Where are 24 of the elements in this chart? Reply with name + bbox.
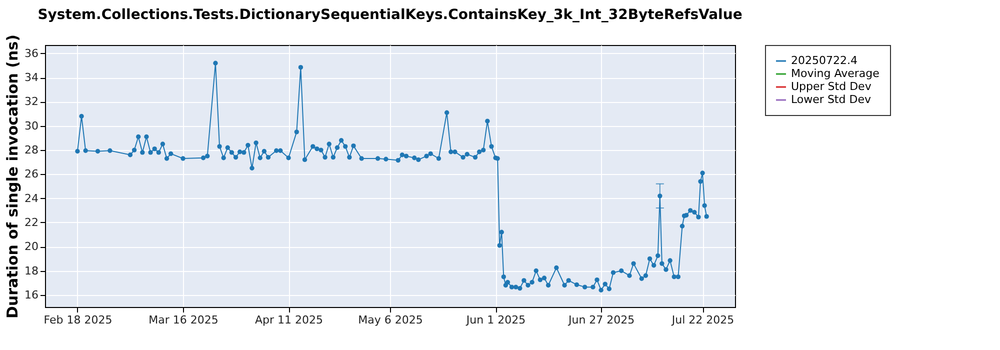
y-tick-label: 36: [24, 46, 38, 60]
legend-label: Moving Average: [791, 67, 880, 80]
y-tick-label: 30: [24, 119, 38, 132]
x-tick-label: Jun 27 2025: [567, 314, 635, 326]
y-axis-title: Duration of single invocation (ns): [4, 34, 22, 318]
x-tick-label: Feb 18 2025: [44, 314, 112, 326]
legend-label: Upper Std Dev: [791, 80, 872, 93]
y-tick-label: 34: [24, 71, 38, 84]
legend-label: Lower Std Dev: [791, 93, 872, 106]
y-tick-label: 26: [24, 168, 38, 181]
x-tick-label: May 6 2025: [358, 314, 423, 326]
y-tick-label: 18: [24, 264, 38, 278]
y-tick-label: 20: [24, 240, 38, 254]
y-tick-label: 28: [24, 144, 38, 157]
x-tick-label: Apr 11 2025: [255, 314, 324, 326]
y-tick-label: 16: [24, 288, 38, 302]
y-tick-label: 24: [24, 192, 38, 205]
x-tick-label: Jul 22 2025: [670, 314, 734, 326]
chart-title: System.Collections.Tests.DictionarySequentialKeys.ContainsKey_3k_Int_32ByteRefsValue: [38, 7, 742, 23]
y-tick-label: 22: [24, 216, 38, 229]
x-tick-label: Mar 16 2025: [148, 314, 218, 326]
x-tick-label: Jun 1 2025: [465, 314, 526, 326]
legend-label: 20250722.4: [791, 54, 858, 67]
y-tick-label: 32: [24, 95, 38, 108]
